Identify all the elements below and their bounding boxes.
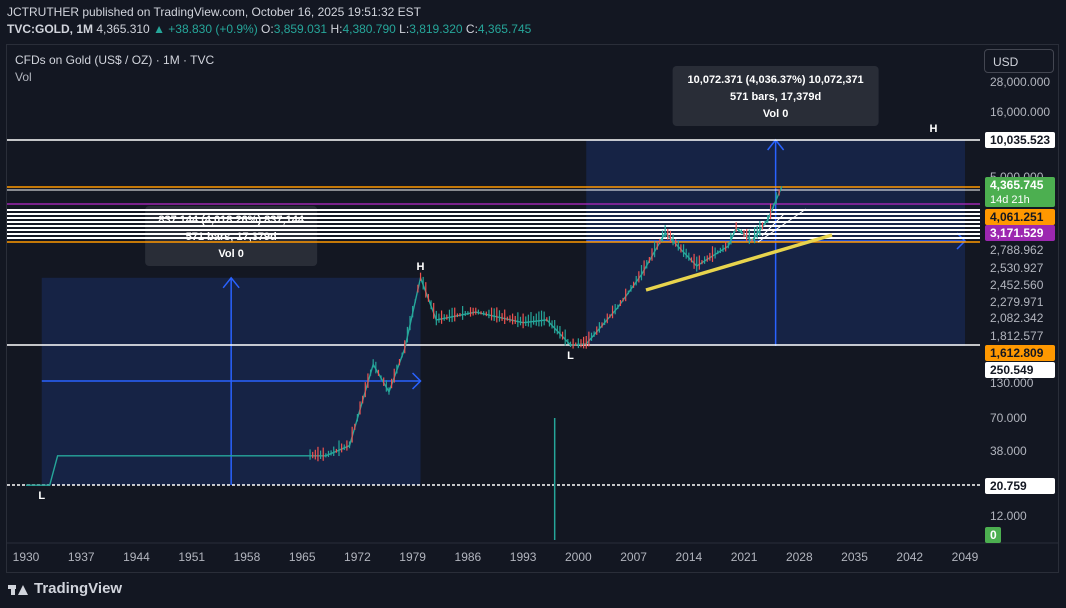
price-label-text: 20.759 (990, 479, 1027, 493)
low-label: L: (399, 22, 410, 36)
close-value: 4,365.745 (477, 22, 532, 36)
price-label-text: 3,171.529 (990, 226, 1044, 240)
y-tick-label: 2,452.560 (990, 278, 1044, 292)
x-tick-label: 2028 (786, 550, 813, 564)
measure-tooltip-text: 10,072.371 (4,036.37%) 10,072,371 (688, 74, 864, 86)
symbol-ohlc-line: TVC:GOLD, 1M 4,365.310 ▲ +38.830 (+0.9%)… (7, 22, 531, 36)
chart-frame[interactable] (6, 44, 1059, 573)
symbol-interval: TVC:GOLD, 1M (7, 22, 93, 36)
measure-tooltip-2 (672, 66, 879, 126)
pivot-label: H (929, 123, 937, 135)
price-label-box (985, 209, 1055, 225)
low-value: 3,819.320 (409, 22, 463, 36)
y-tick-label: 2,530.927 (990, 261, 1044, 275)
brand-name: TradingView (34, 580, 123, 597)
price-label-box (985, 132, 1055, 148)
measure-tooltip-text: 571 bars, 17,379d (730, 91, 821, 103)
y-tick-label: 130.000 (990, 376, 1034, 390)
measure-arrow-head-h-2 (956, 232, 967, 250)
pivot-label: L (38, 490, 45, 502)
open-value: 3,859.031 (273, 22, 328, 36)
x-tick-label: 1951 (178, 550, 205, 564)
y-tick-label: 2,279.971 (990, 295, 1044, 309)
series-title: CFDs on Gold (US$ / OZ) · 1M · TVC (15, 53, 214, 67)
price-label-text: 10,035.523 (990, 133, 1050, 147)
tradingview-logo-icon (8, 583, 28, 595)
support-trendline (645, 233, 833, 292)
x-tick-label: 2021 (731, 550, 758, 564)
x-tick-label: 2035 (841, 550, 868, 564)
y-tick-label: 38.000 (990, 444, 1027, 458)
price-label-text: 4,365.745 (990, 178, 1044, 192)
measure-tooltip-text: Vol 0 (763, 108, 788, 120)
y-tick-label: 1,812.577 (990, 329, 1044, 343)
open-label: O: (261, 22, 274, 36)
x-tick-label: 2000 (565, 550, 592, 564)
measure-arrow-head-v-1 (222, 276, 240, 289)
y-tick-label: 2,082.342 (990, 311, 1044, 325)
channel-line-lower (761, 213, 785, 237)
x-tick-label: 1986 (455, 550, 482, 564)
high-label: H: (330, 22, 343, 36)
measure-tooltip-text: 837.144 (4,018.26%) 837,144 (158, 214, 304, 226)
x-tick-label: 2049 (952, 550, 979, 564)
price-label-box (985, 527, 1001, 543)
currency-button[interactable]: USD (984, 49, 1054, 73)
price-label-text: 4,061.251 (990, 210, 1044, 224)
high-value: 4,380.790 (342, 22, 396, 36)
measure-arrow-head-h-1 (412, 372, 422, 390)
x-tick-label: 1944 (123, 550, 150, 564)
pivot-label: L (567, 350, 574, 362)
x-tick-label: 1930 (13, 550, 40, 564)
y-tick-label: 16,000.000 (990, 105, 1050, 119)
x-tick-label: 1965 (289, 550, 316, 564)
price-label-box (985, 177, 1055, 207)
y-tick-label: 28,000.000 (990, 75, 1050, 89)
price-line (26, 186, 783, 486)
price-label-text: 250.549 (990, 363, 1034, 377)
y-tick-label: 2,788.962 (990, 243, 1044, 257)
price-label-box (985, 478, 1055, 494)
x-tick-label: 1958 (234, 550, 261, 564)
price-label-box (985, 345, 1055, 361)
x-tick-label: 2042 (896, 550, 923, 564)
price-label-text: 0 (990, 528, 997, 542)
y-tick-label: 12.000 (990, 509, 1027, 523)
price-label-box (985, 225, 1055, 241)
published-line: JCTRUTHER published on TradingView.com, … (7, 5, 421, 19)
x-tick-label: 1993 (510, 550, 537, 564)
y-tick-label: 70.000 (990, 411, 1027, 425)
x-tick-label: 1979 (399, 550, 426, 564)
close-label: C: (465, 22, 478, 36)
x-tick-label: 2014 (675, 550, 702, 564)
last-price: 4,365.310 (96, 22, 150, 36)
x-tick-label: 1937 (68, 550, 95, 564)
pivot-label: H (417, 261, 425, 273)
x-tick-label: 2007 (620, 550, 647, 564)
price-change: ▲ +38.830 (+0.9%) (153, 22, 258, 36)
vol-legend: Vol (15, 70, 32, 84)
x-tick-label: 1972 (344, 550, 371, 564)
measure-tooltip-text: Vol 0 (218, 248, 243, 260)
price-label-box (985, 362, 1055, 378)
tradingview-logo: TradingView (8, 580, 122, 597)
price-label-countdown: 14d 21h (990, 194, 1030, 206)
channel-line-upper (757, 208, 807, 243)
price-label-text: 1,612.809 (990, 346, 1044, 360)
